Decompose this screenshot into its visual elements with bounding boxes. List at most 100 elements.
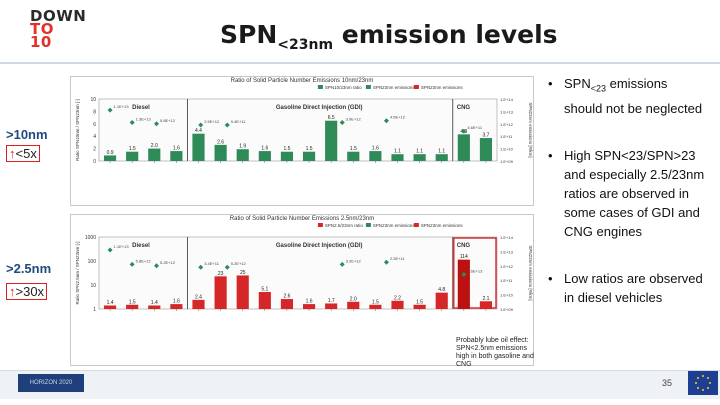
bullet-1-post: emissions should not be neglected [564,76,703,116]
chart-bar [457,134,470,161]
legend-label: SPN2.5/23nm ratio [325,223,364,228]
emission-annotation: 1.3E+13 [136,117,152,122]
bar-value-label: 6.5 [328,115,335,121]
chart-bar [170,151,183,161]
chart-bar [325,120,338,161]
chart-top-svg: Diesel Gasoline Direct Injection (GDI) CNG… [75,85,533,165]
bar-value-label: 3.7 [482,133,489,139]
chart-bar [236,275,249,309]
y-tick-label: 8 [93,109,96,115]
emission-marker [153,263,159,269]
emission-marker [107,247,113,253]
chart-bar [280,151,294,161]
bar-value-label: 1.7 [328,298,335,304]
ratio-box-bottom: ↑>30x [6,283,48,300]
y-tick-label: 6 [93,122,96,128]
emission-marker [339,120,345,126]
bar-value-label: 1.5 [416,299,423,305]
chart-bar [214,276,227,309]
emission-marker [107,107,113,113]
logo-line-1: DOWN [30,7,87,25]
emission-annotation: 4.5E+12 [390,115,406,120]
bullet-list: SPN<23 emissions should not be neglected… [538,74,708,335]
ratio-box-top-text: <5x [15,146,37,161]
title-main: SPN [220,20,278,49]
chart-bar [148,305,161,309]
up-arrow-icon: ↑ [9,146,16,161]
footer-bar [0,370,720,399]
bar-value-label: 1.5 [350,146,357,152]
bar-value-label: 2.2 [394,295,401,301]
bar-value-label: 1.5 [283,146,290,152]
bullet-3: Low ratios are observed in diesel vehicl… [538,269,708,307]
group-label-gdi: Gasoline Direct Injection (GDI) [276,105,363,111]
ratio-box-bottom-text: >30x [15,284,45,299]
emission-annotation: 4.6E+11 [467,125,482,130]
chart-top-title: Ratio of Solid Particle Number Emissions… [230,78,374,84]
bar-value-label: 1.5 [372,299,379,305]
emission-marker [129,261,135,267]
chart-top: Ratio of Solid Particle Number Emissions… [70,76,534,206]
chart-bar [280,299,294,309]
bar-value-label: 2.1 [482,296,489,302]
emission-marker [224,122,230,128]
y2-tick-label: 1.E+11 [500,278,513,283]
bar-value-label: 114 [460,254,468,260]
y-axis-label: Ratio SPN2.5nm / SPN23nm [-] [75,241,80,304]
bar-value-label: 1.5 [129,146,136,152]
y2-tick-label: 1.E+12 [500,264,514,269]
group-label-cng: CNG [457,105,471,111]
chart-bar [435,292,448,309]
chart-bar [457,259,470,309]
bullet-2: High SPN<23/SPN>23 and especially 2.5/23… [538,146,708,241]
y2-tick-label: 1.E+12 [500,122,514,127]
emission-annotation: 1.1E+13 [114,244,130,249]
label-10nm: >10nm [6,127,48,142]
y-tick-label: 1000 [85,235,96,241]
emission-annotation: 3.4E+11 [204,261,219,266]
page-number: 35 [662,378,673,388]
y-tick-label: 1 [93,307,96,313]
bar-value-label: 1.1 [438,149,445,155]
logo-line-2: TO [30,20,54,38]
chart-bar [347,301,360,309]
group-label-cng: CNG [457,243,471,249]
bar-value-label: 1.5 [129,299,136,305]
emission-marker [461,128,467,134]
legend-swatch [317,223,323,227]
chart-bar [325,303,338,309]
chart-bar [258,151,271,161]
y-tick-label: 10 [90,97,96,103]
bar-value-label: 1.6 [173,146,180,152]
emission-annotation: 5.8E+12 [160,118,176,123]
emission-annotation: 2.3E+11 [390,256,405,261]
logo-line-3: 10 [30,33,52,51]
emission-annotation: 5.8E+12 [136,258,152,263]
emission-annotation: 3.9E+12 [346,117,362,122]
bar-value-label: 1.4 [151,300,158,306]
bar-value-label: 1.6 [261,146,268,152]
bar-value-label: 4.8 [438,287,445,293]
emission-annotation: 1.1E+13 [114,104,130,109]
chart-bar [192,299,205,309]
group-label-gdi: Gasoline Direct Injection (GDI) [276,243,363,249]
bar-value-label: 1.1 [416,149,423,155]
legend-label: SPN23nm emissions [373,223,416,228]
chart-bar [413,304,426,309]
chart-bar [214,144,227,161]
emission-marker [461,271,467,277]
emission-marker [383,259,389,265]
bar-value-label: 2.6 [217,139,224,145]
chart-bottom-title: Ratio of Solid Particle Number Emissions… [229,216,375,222]
slide-title: SPN<23nm emission levels [220,20,558,53]
plot-area [98,236,498,310]
chart-bar [236,149,249,161]
chart-bar [103,305,117,309]
emission-annotation: 3.2E+12 [346,258,362,263]
bullet-1-sub: <23 [590,83,607,94]
y2-tick-label: 1.E+13 [500,109,514,114]
title-rest: emission levels [333,20,558,49]
bar-value-label: 1.9 [239,144,246,150]
chart-bar [369,151,382,161]
chart-bar [479,138,493,161]
